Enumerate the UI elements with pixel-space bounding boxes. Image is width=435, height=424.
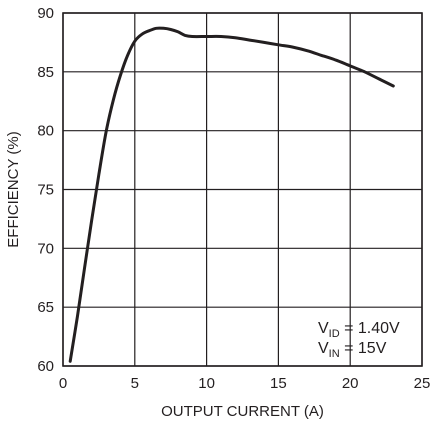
x-tick-label: 15 [270,375,287,392]
efficiency-curve [68,26,395,363]
y-axis-label: EFFICIENCY (%) [5,131,22,247]
y-tick-label: 65 [37,299,54,316]
plot-frame [62,12,423,367]
x-tick-label: 5 [131,375,139,392]
y-tick-label: 70 [37,240,54,257]
x-tick-label: 0 [59,375,67,392]
y-tick-label: 75 [37,182,54,199]
x-axis-label: OUTPUT CURRENT (A) [161,403,324,420]
y-tick-label: 80 [37,123,54,140]
annotation-line: VID = 1.40V [318,320,400,340]
y-tick-labels: 60 65 70 75 80 85 90 [37,5,54,375]
x-tick-label: 25 [414,375,431,392]
x-tick-label: 20 [342,375,359,392]
x-tick-label: 10 [198,375,215,392]
annotation-line: VIN = 15V [318,340,387,360]
y-tick-label: 85 [37,64,54,81]
x-tick-labels: 0 5 10 15 20 25 [59,375,431,392]
y-tick-label: 60 [37,358,54,375]
y-tick-label: 90 [37,5,54,22]
series-layer [68,26,395,363]
